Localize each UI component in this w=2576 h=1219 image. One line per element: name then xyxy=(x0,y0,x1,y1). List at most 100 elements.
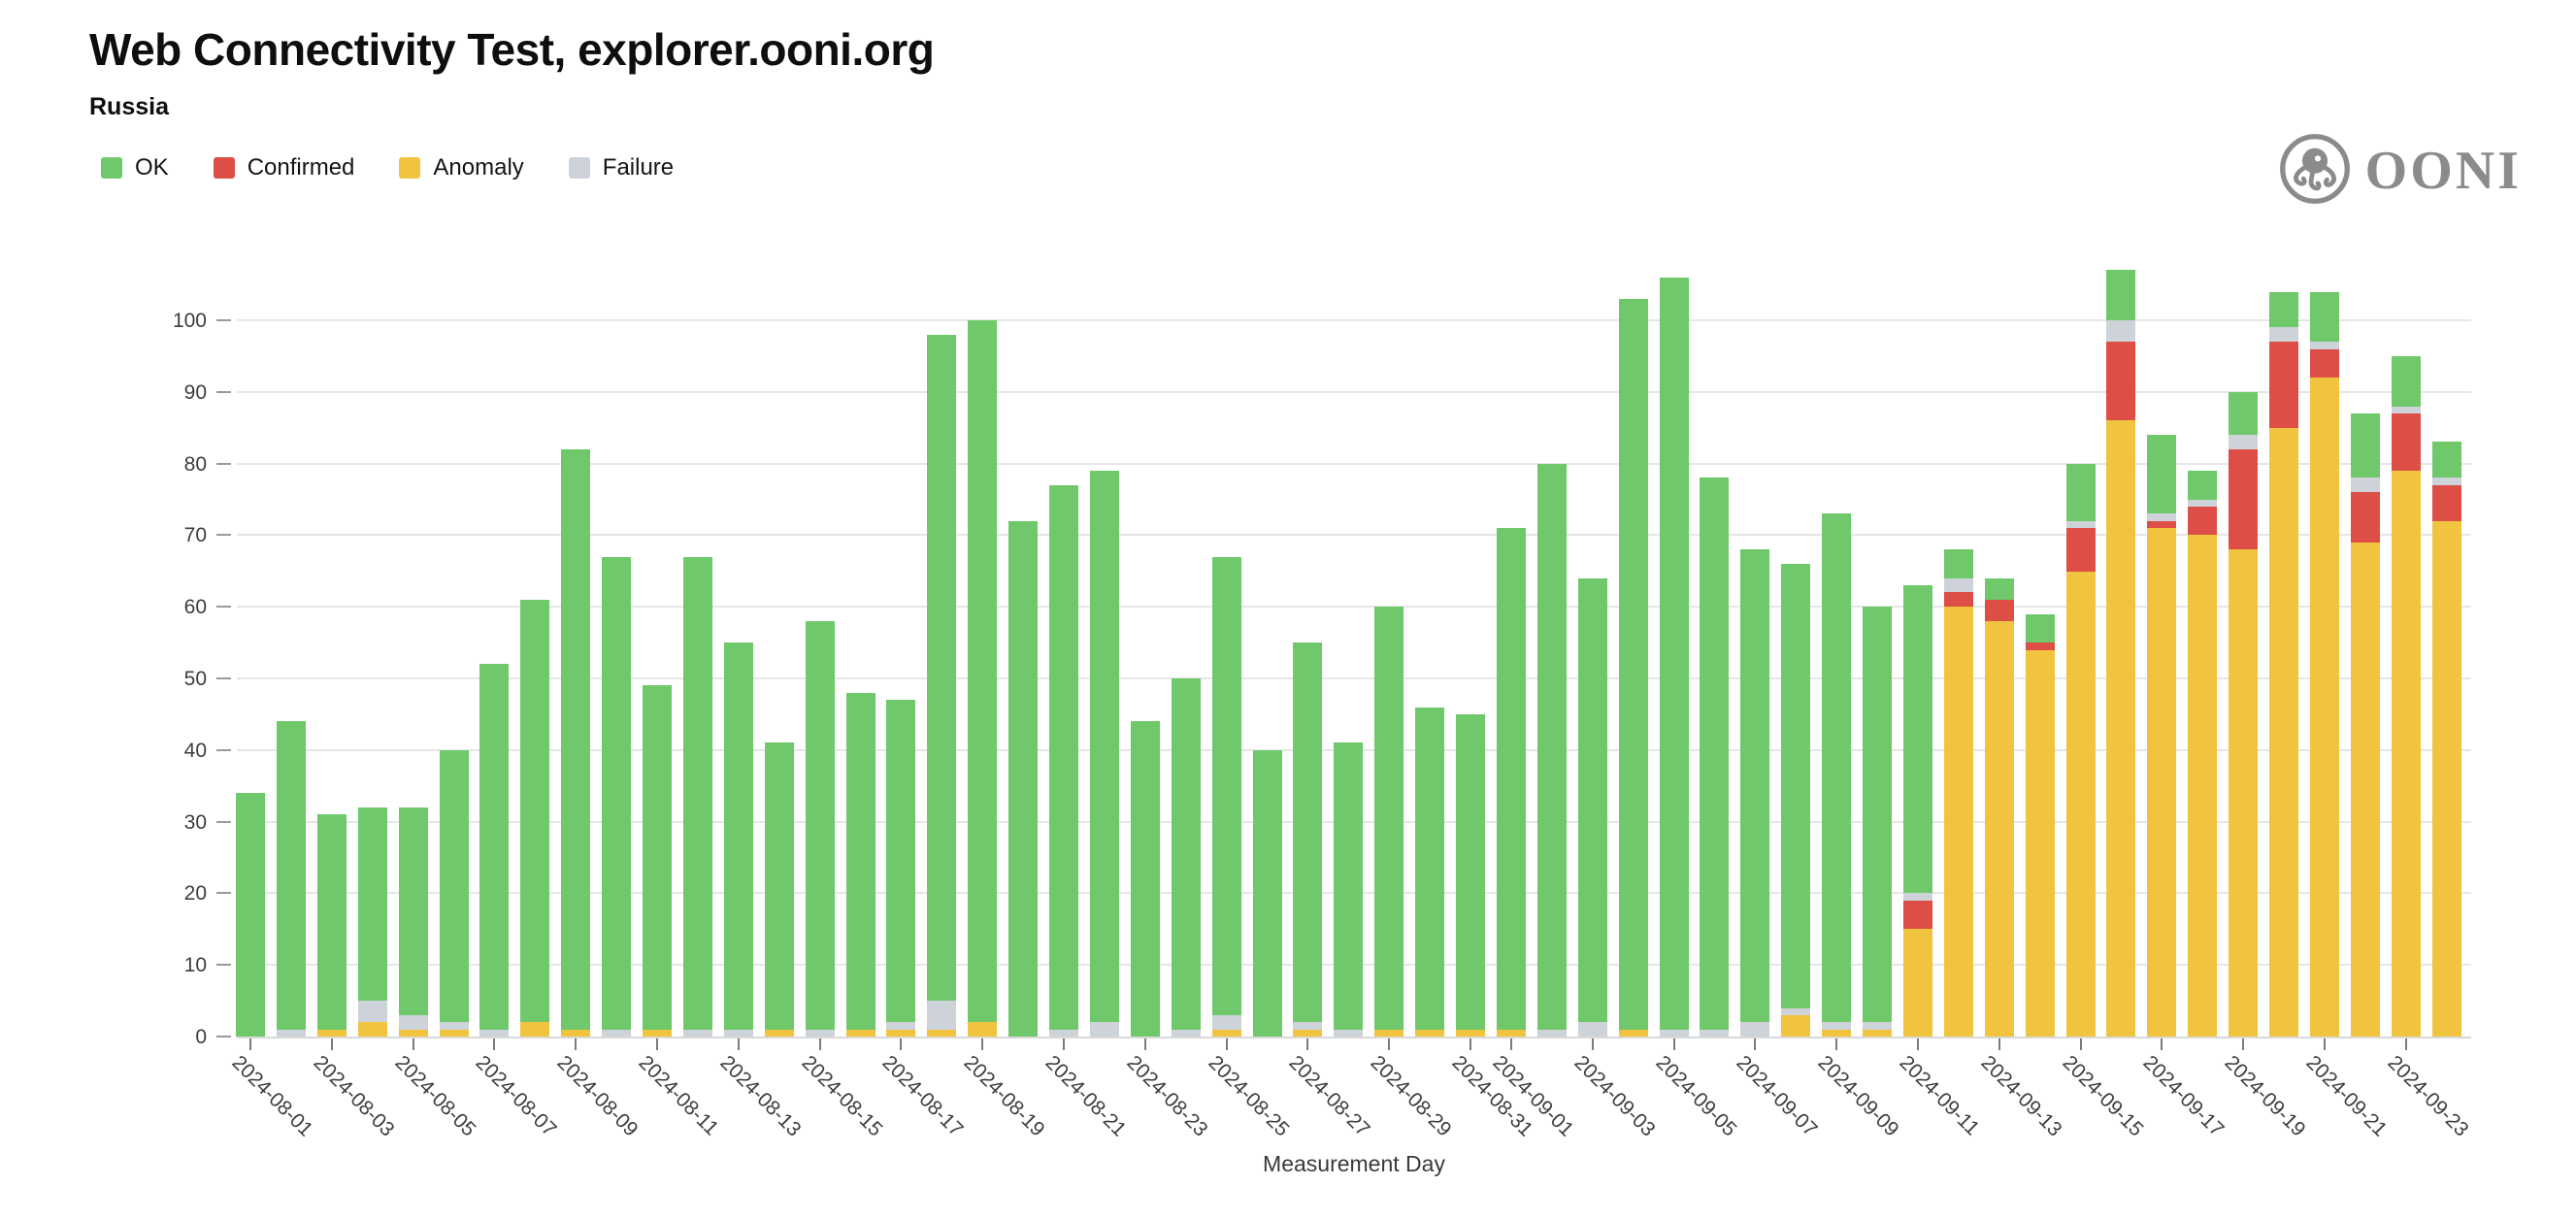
bar-2024-08-15[interactable] xyxy=(806,621,835,1037)
bar-segment-ok xyxy=(2106,270,2135,321)
bar-segment-anomaly xyxy=(399,1029,428,1037)
bar-segment-ok xyxy=(1740,549,1769,1023)
legend-item-ok[interactable]: OK xyxy=(101,156,169,180)
bar-segment-ok xyxy=(1781,564,1810,1008)
bar-segment-failure xyxy=(479,1029,509,1037)
x-axis-label-2024-08-25: 2024-08-25 xyxy=(1204,1051,1294,1141)
bar-2024-08-14[interactable] xyxy=(765,742,794,1037)
bar-2024-09-17[interactable] xyxy=(2147,435,2176,1037)
bar-segment-ok xyxy=(2432,442,2461,478)
bar-2024-08-01[interactable] xyxy=(236,793,265,1037)
bar-2024-09-05[interactable] xyxy=(1660,278,1689,1037)
bar-2024-09-21[interactable] xyxy=(2310,291,2339,1037)
x-axis-tick-2024-09-15 xyxy=(2080,1038,2082,1050)
bar-2024-08-26[interactable] xyxy=(1253,750,1282,1037)
bar-2024-08-21[interactable] xyxy=(1049,485,1078,1037)
bar-2024-09-13[interactable] xyxy=(1985,578,2014,1037)
bar-2024-09-20[interactable] xyxy=(2269,291,2298,1037)
legend-label: Failure xyxy=(602,154,675,181)
y-axis-tick-60 xyxy=(216,606,231,609)
bar-segment-confirmed xyxy=(2392,413,2421,472)
x-axis-label-2024-08-15: 2024-08-15 xyxy=(797,1051,887,1141)
bar-segment-anomaly xyxy=(440,1029,469,1037)
bar-2024-08-02[interactable] xyxy=(277,721,306,1037)
bar-2024-09-01[interactable] xyxy=(1497,528,1526,1037)
bar-2024-08-09[interactable] xyxy=(561,449,590,1037)
bar-2024-09-08[interactable] xyxy=(1781,564,1810,1037)
bar-2024-09-10[interactable] xyxy=(1863,607,1892,1037)
bar-segment-ok xyxy=(1253,750,1282,1037)
x-axis-tick-2024-09-21 xyxy=(2324,1038,2326,1050)
x-axis-label-2024-09-05: 2024-09-05 xyxy=(1651,1051,1741,1141)
legend-item-confirmed[interactable]: Confirmed xyxy=(213,156,354,180)
bar-2024-09-06[interactable] xyxy=(1700,478,1729,1037)
bar-2024-08-08[interactable] xyxy=(520,600,549,1037)
bar-2024-08-11[interactable] xyxy=(643,685,672,1037)
bar-2024-08-04[interactable] xyxy=(358,807,387,1037)
bar-2024-08-16[interactable] xyxy=(846,693,875,1037)
legend-label: Anomaly xyxy=(433,154,524,181)
bar-2024-09-18[interactable] xyxy=(2188,471,2217,1037)
bar-2024-08-19[interactable] xyxy=(968,320,997,1037)
bar-2024-09-11[interactable] xyxy=(1903,585,1932,1037)
bar-2024-08-20[interactable] xyxy=(1008,521,1038,1037)
bar-2024-09-22[interactable] xyxy=(2351,413,2380,1037)
x-axis-tick-2024-08-27 xyxy=(1306,1038,1308,1050)
bar-segment-ok xyxy=(1049,485,1078,1030)
bar-segment-anomaly xyxy=(765,1029,794,1037)
bar-segment-failure xyxy=(1172,1029,1201,1037)
bar-2024-09-23[interactable] xyxy=(2392,355,2421,1037)
bar-segment-anomaly xyxy=(2106,420,2135,1037)
bar-segment-confirmed xyxy=(2229,449,2258,550)
bar-2024-09-07[interactable] xyxy=(1740,549,1769,1037)
bar-2024-09-24[interactable] xyxy=(2432,442,2461,1037)
bar-segment-failure xyxy=(886,1022,915,1030)
bar-2024-08-23[interactable] xyxy=(1131,721,1160,1037)
bar-2024-08-17[interactable] xyxy=(886,700,915,1037)
bar-2024-09-02[interactable] xyxy=(1537,464,1567,1037)
bar-segment-anomaly xyxy=(1374,1029,1404,1037)
bar-2024-08-05[interactable] xyxy=(399,807,428,1037)
bar-segment-failure xyxy=(2269,327,2298,343)
bar-2024-08-31[interactable] xyxy=(1456,714,1485,1037)
bar-2024-08-13[interactable] xyxy=(724,642,753,1037)
x-axis-tick-2024-08-23 xyxy=(1144,1038,1146,1050)
page-title: Web Connectivity Test, explorer.ooni.org xyxy=(89,24,935,75)
bar-2024-08-12[interactable] xyxy=(683,557,712,1037)
bar-2024-09-04[interactable] xyxy=(1619,299,1648,1037)
bar-2024-08-25[interactable] xyxy=(1212,557,1241,1037)
x-axis-tick-2024-08-09 xyxy=(575,1038,577,1050)
bar-segment-ok xyxy=(2392,355,2421,407)
gridline-y-80 xyxy=(237,462,2471,465)
bar-segment-ok xyxy=(399,807,428,1015)
x-axis-tick-2024-09-23 xyxy=(2405,1038,2407,1050)
bar-2024-09-03[interactable] xyxy=(1578,578,1607,1037)
bar-2024-08-30[interactable] xyxy=(1415,708,1444,1037)
bar-2024-09-15[interactable] xyxy=(2066,464,2096,1037)
bar-2024-08-03[interactable] xyxy=(317,814,347,1037)
bar-2024-08-10[interactable] xyxy=(602,557,631,1037)
bar-segment-anomaly xyxy=(2310,378,2339,1037)
bar-2024-08-06[interactable] xyxy=(440,749,469,1037)
bar-segment-confirmed xyxy=(2026,642,2055,650)
bar-2024-09-16[interactable] xyxy=(2106,270,2135,1037)
bar-2024-09-09[interactable] xyxy=(1822,513,1851,1037)
bar-2024-08-18[interactable] xyxy=(927,335,956,1037)
bar-2024-08-22[interactable] xyxy=(1090,471,1119,1037)
legend-item-anomaly[interactable]: Anomaly xyxy=(399,154,524,181)
legend-item-failure[interactable]: Failure xyxy=(568,154,675,181)
bar-segment-ok xyxy=(2269,291,2298,328)
bar-2024-09-12[interactable] xyxy=(1944,549,1973,1037)
page-subtitle: Russia xyxy=(89,93,169,120)
bar-2024-09-14[interactable] xyxy=(2026,614,2055,1037)
bar-segment-ok xyxy=(683,557,712,1030)
bar-2024-08-29[interactable] xyxy=(1374,607,1404,1037)
bar-2024-08-28[interactable] xyxy=(1334,742,1363,1037)
bar-segment-ok xyxy=(2147,435,2176,514)
bar-2024-08-07[interactable] xyxy=(479,664,509,1037)
y-axis-tick-50 xyxy=(216,677,231,679)
bar-2024-08-24[interactable] xyxy=(1172,678,1201,1037)
bar-segment-ok xyxy=(846,693,875,1030)
bar-2024-08-27[interactable] xyxy=(1293,642,1322,1037)
bar-2024-09-19[interactable] xyxy=(2229,392,2258,1037)
